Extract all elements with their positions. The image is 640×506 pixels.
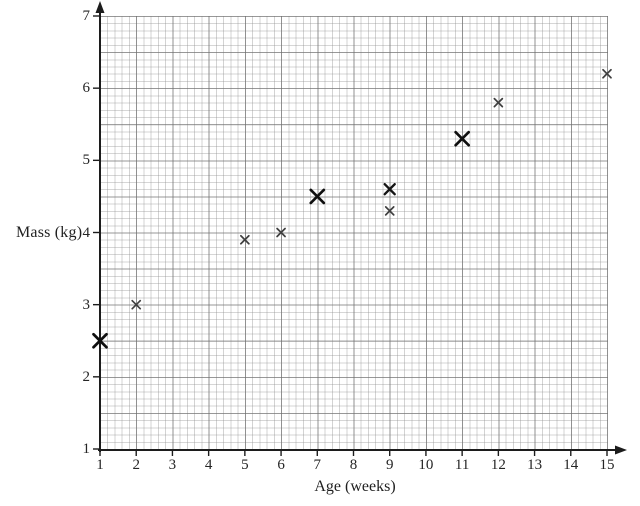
graph-paper-grid <box>100 16 608 450</box>
y-tick-label: 1 <box>82 441 91 457</box>
x-tick-label: 9 <box>385 457 394 473</box>
x-tick-label: 10 <box>418 457 434 473</box>
y-tick-label: 7 <box>82 8 91 24</box>
data-point-marker <box>602 68 612 79</box>
x-tick-label: 6 <box>277 457 285 473</box>
y-tick-label: 4 <box>82 224 91 241</box>
y-axis-title: Mass (kg) <box>16 224 83 241</box>
x-tick-label: 13 <box>527 457 543 473</box>
data-point-marker <box>493 97 504 108</box>
data-point-marker <box>92 332 108 349</box>
x-tick-label: 8 <box>349 457 358 473</box>
x-axis-title: Age (weeks) <box>314 478 396 495</box>
x-tick-label: 15 <box>599 457 615 473</box>
data-point-marker <box>454 130 470 147</box>
x-tick-label: 4 <box>204 457 213 473</box>
data-point-marker <box>384 206 395 216</box>
x-tick-label: 1 <box>96 457 104 473</box>
y-tick-label: 6 <box>82 80 91 97</box>
x-axis-arrowhead-icon <box>615 445 627 455</box>
x-tick-label: 11 <box>454 457 470 473</box>
data-point-marker <box>309 188 326 205</box>
data-point-marker <box>240 234 250 245</box>
x-tick-label: 7 <box>313 457 322 473</box>
y-tick-label: 5 <box>82 152 91 169</box>
y-tick-label: 3 <box>82 296 91 313</box>
x-tick-label: 12 <box>490 457 506 473</box>
x-tick-label: 14 <box>563 457 579 473</box>
data-point-marker <box>383 182 396 196</box>
y-tick-label: 2 <box>82 368 91 385</box>
x-tick-label: 2 <box>132 457 140 473</box>
y-axis-arrowhead-icon <box>95 1 105 13</box>
x-tick-label: 3 <box>168 457 177 473</box>
data-point-marker <box>131 299 142 310</box>
data-point-marker <box>276 227 286 238</box>
x-tick-label: 5 <box>241 457 249 473</box>
